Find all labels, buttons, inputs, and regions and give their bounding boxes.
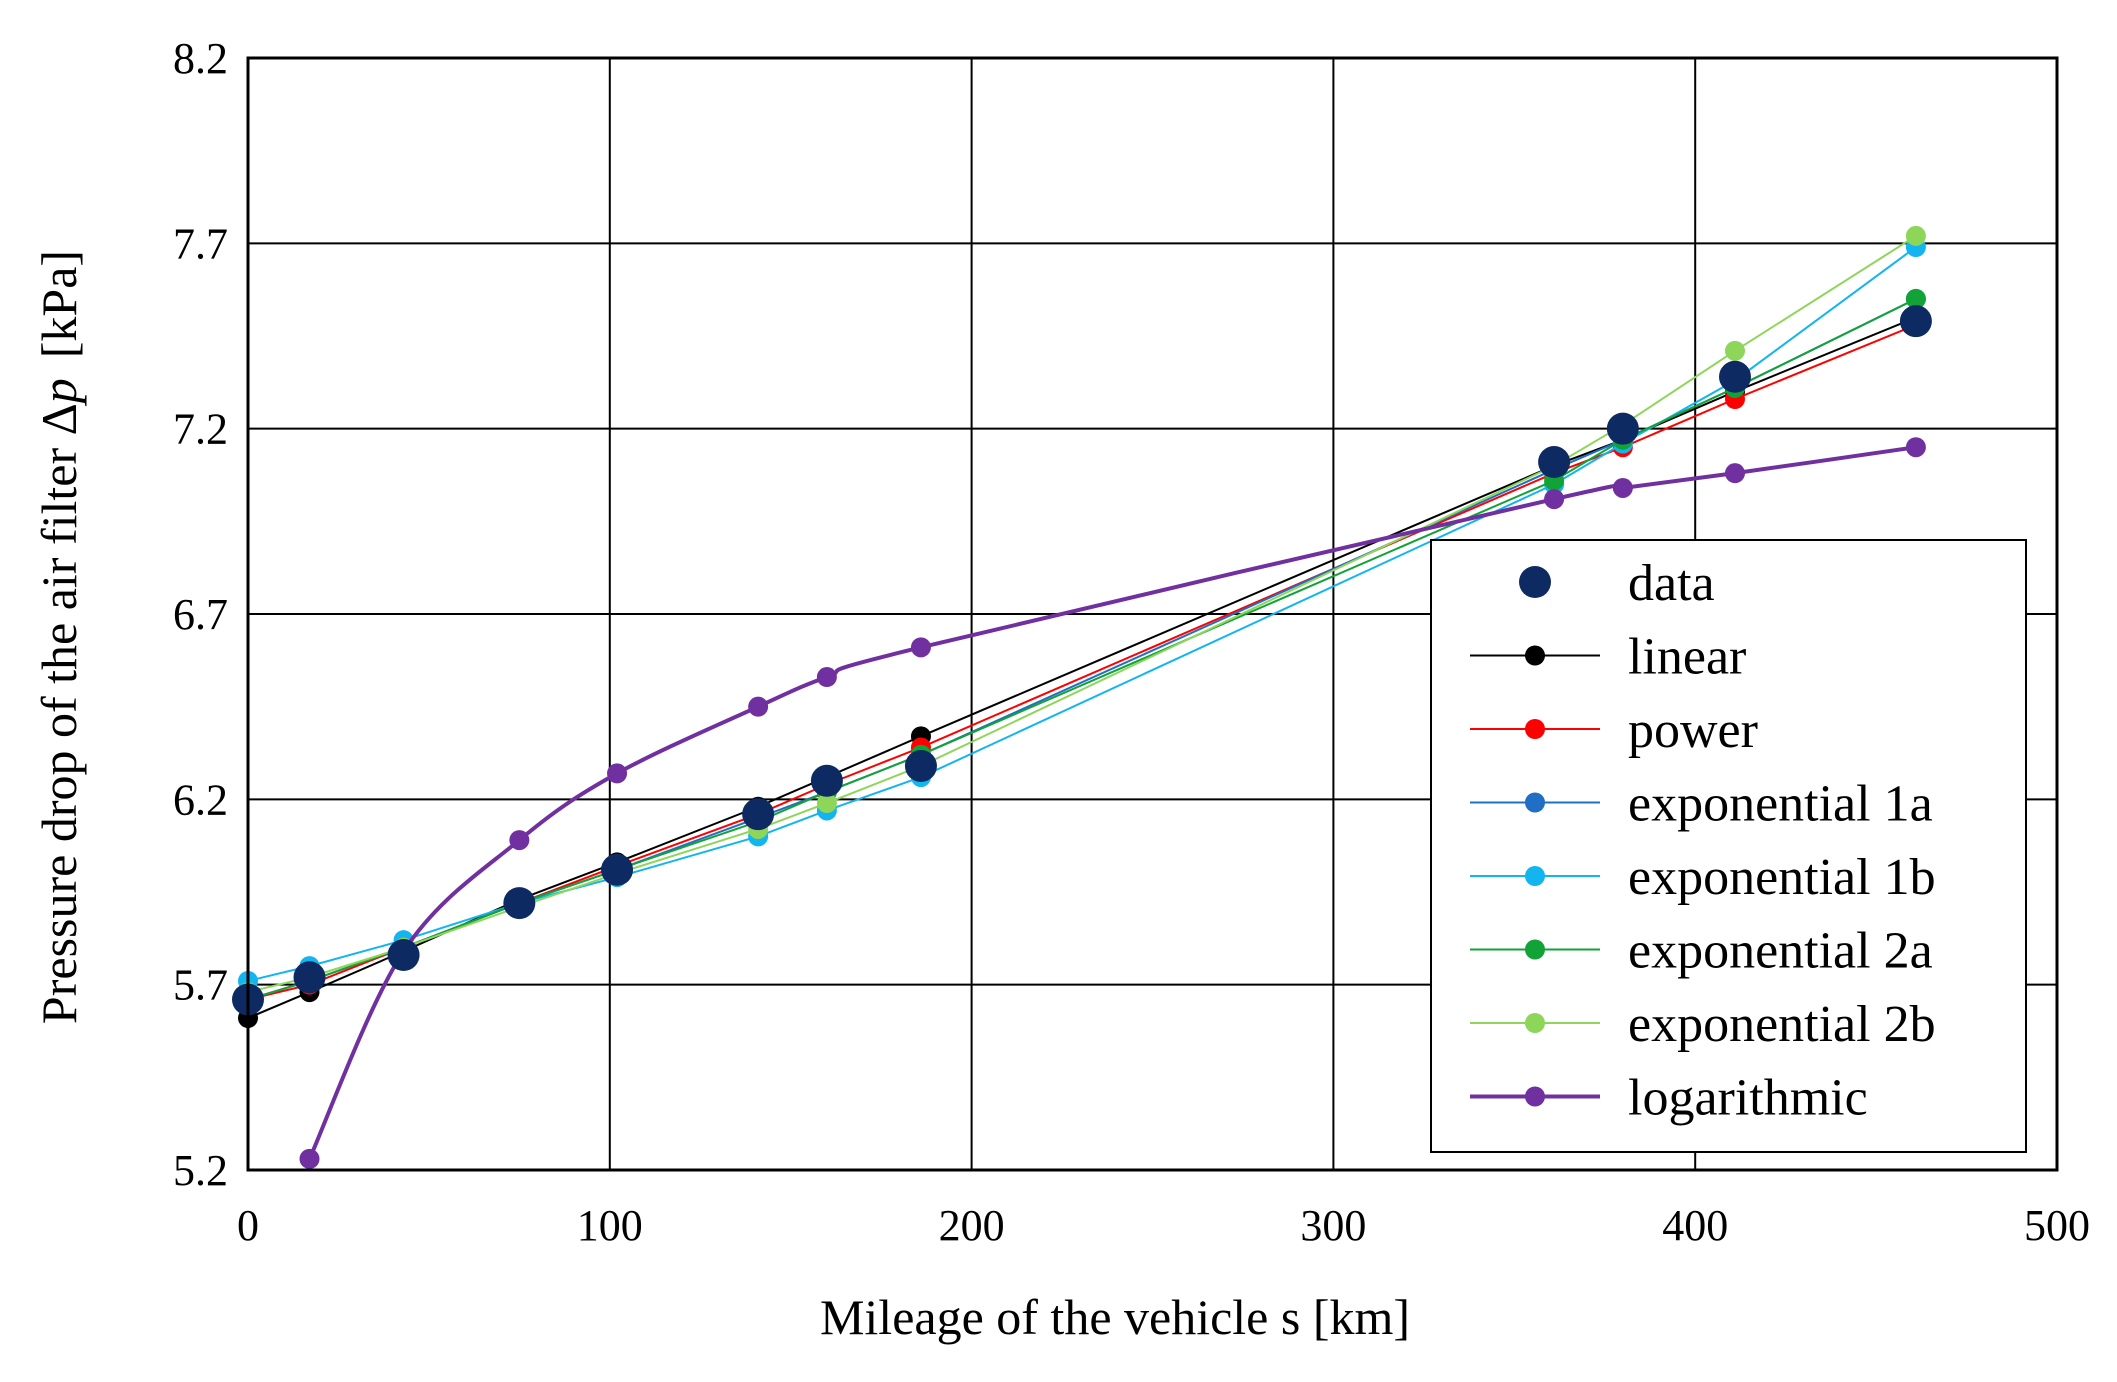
point-logarithmic	[748, 696, 769, 717]
legend-item-linear: linear	[1470, 629, 1746, 686]
legend-item-exponential-2b: exponential 2b	[1470, 996, 1936, 1053]
legend-label-exponential-2b: exponential 2b	[1628, 996, 1936, 1053]
x-tick-label: 200	[939, 1201, 1005, 1250]
point-exponential-2b	[1905, 225, 1926, 246]
legend-item-exponential-1b: exponential 1b	[1470, 849, 1936, 906]
legend-label-exponential-2a: exponential 2a	[1628, 923, 1933, 980]
legend-marker-exponential-1b	[1525, 866, 1545, 886]
point-exponential-2b	[1724, 340, 1745, 361]
point-logarithmic	[1905, 437, 1926, 458]
point-logarithmic	[1724, 463, 1745, 484]
point-data	[904, 749, 937, 782]
y-tick-label: 6.7	[173, 590, 228, 639]
y-axis-title-variable: p	[31, 378, 87, 406]
point-data	[1606, 412, 1639, 445]
series-logarithmic	[299, 437, 1926, 1169]
legend-item-logarithmic: logarithmic	[1470, 1070, 1868, 1127]
point-data	[1538, 446, 1571, 479]
x-tick-label: 300	[1300, 1201, 1366, 1250]
point-data	[503, 887, 536, 920]
x-tick-label: 500	[2024, 1201, 2090, 1250]
point-logarithmic	[299, 1148, 320, 1169]
point-logarithmic	[910, 637, 931, 658]
legend-marker-exponential-1a	[1525, 792, 1545, 813]
y-axis-title: Pressure drop of the air filter Δp [kPa]	[31, 250, 87, 1024]
y-tick-label: 6.2	[173, 775, 228, 824]
legend-item-power: power	[1470, 702, 1758, 759]
series-layer	[232, 225, 1932, 1169]
legend-item-exponential-1a: exponential 1a	[1470, 776, 1933, 833]
legend-label-logarithmic: logarithmic	[1628, 1070, 1868, 1127]
y-tick-label: 5.7	[173, 961, 228, 1010]
tick-labels: 0 100 200 300 400 500 5.2 5.7 6.2 6.7 7.2 7.7 8.2	[173, 34, 2090, 1250]
point-exponential-2b	[816, 793, 837, 814]
series-line-exponential-1b	[247, 246, 1917, 982]
point-logarithmic	[509, 830, 530, 851]
legend-marker-exponential-2b	[1525, 1013, 1545, 1033]
legend-box	[1430, 539, 2027, 1153]
point-logarithmic	[1544, 489, 1565, 510]
y-axis-title-delta: Δ	[31, 403, 87, 435]
x-axis-title: Mileage of the vehicle s [km]	[820, 1289, 1410, 1345]
y-axis-title-main: Pressure drop of the air filter	[31, 435, 87, 1024]
point-logarithmic	[1612, 477, 1633, 498]
point-data	[742, 798, 775, 831]
point-exponential-2a	[1905, 288, 1926, 309]
point-data	[1718, 360, 1751, 393]
legend-marker-linear	[1525, 645, 1545, 666]
legend-marker-exponential-2a	[1525, 939, 1545, 960]
legend-label-exponential-1b: exponential 1b	[1628, 849, 1936, 906]
plot-area-border	[246, 56, 2059, 1172]
y-tick-label: 7.7	[173, 219, 228, 268]
y-tick-label: 8.2	[173, 34, 228, 83]
legend-label-data: data	[1628, 555, 1715, 612]
legend-item-exponential-2a: exponential 2a	[1470, 923, 1933, 980]
x-tick-label: 0	[237, 1201, 259, 1250]
legend-label-power: power	[1628, 702, 1758, 759]
legend-label-exponential-1a: exponential 1a	[1628, 776, 1933, 833]
x-tick-label: 100	[577, 1201, 643, 1250]
legend-marker-data	[1519, 566, 1551, 598]
legend-label-linear: linear	[1628, 629, 1746, 686]
legend: data linear power exponential 1a exponential…	[1430, 539, 2027, 1153]
point-data	[387, 939, 420, 972]
point-data	[293, 961, 326, 994]
y-tick-label: 7.2	[173, 405, 228, 454]
y-tick-label: 5.2	[173, 1146, 228, 1195]
x-tick-label: 400	[1662, 1201, 1728, 1250]
legend-marker-power	[1525, 719, 1545, 739]
y-axis-title-unit: [kPa]	[31, 250, 87, 358]
point-logarithmic	[816, 667, 837, 688]
point-data	[601, 853, 634, 886]
legend-item-data: data	[1519, 555, 1715, 612]
legend-marker-logarithmic	[1525, 1086, 1545, 1107]
point-logarithmic	[607, 763, 628, 784]
point-data	[810, 764, 843, 797]
point-data	[1899, 305, 1932, 338]
